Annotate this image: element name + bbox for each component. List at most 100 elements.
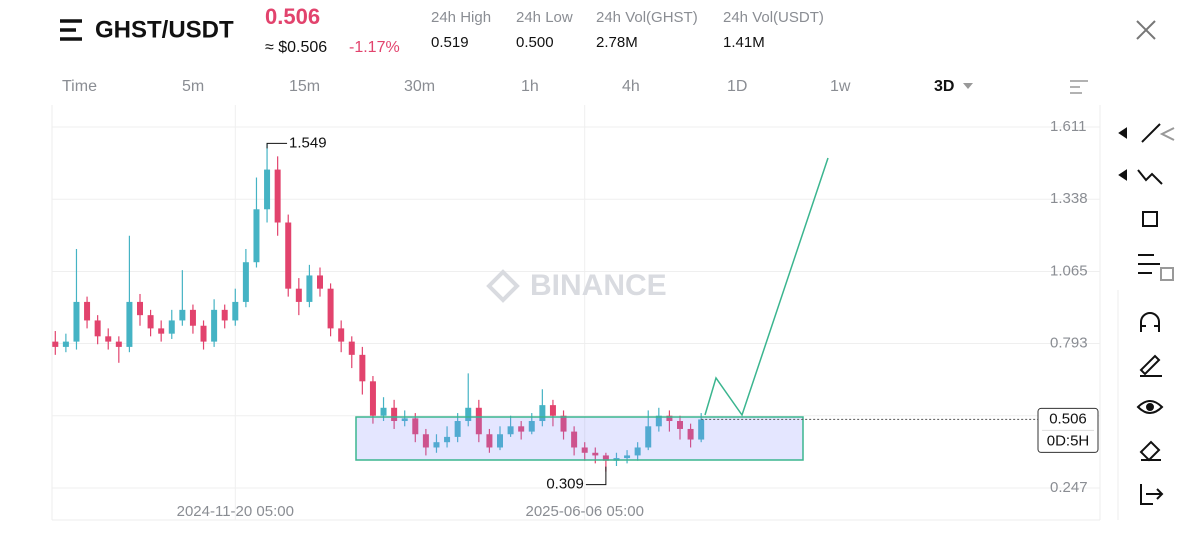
candle-body	[698, 419, 705, 440]
candle-body	[242, 262, 249, 302]
trend-line-tool[interactable]	[1141, 123, 1161, 143]
y-tick-label: 1.338	[1050, 190, 1088, 207]
candle-body	[645, 426, 652, 448]
dropdown-arrow	[963, 83, 973, 89]
low-marker-line	[585, 466, 607, 486]
candle-body	[137, 301, 143, 316]
candle-body	[115, 341, 122, 347]
stat-value: 1.41M	[723, 34, 765, 51]
visibility-pupil	[1146, 403, 1154, 411]
candle-body	[539, 405, 546, 422]
interval-tab[interactable]: 1w	[830, 78, 851, 95]
candle-body	[602, 455, 609, 461]
interval-tab[interactable]: 1h	[521, 78, 539, 95]
candle-body	[454, 421, 461, 437]
candle-body	[232, 301, 239, 321]
eraser-tool[interactable]	[1139, 440, 1161, 462]
pair[interactable]: GHST/USDT	[95, 16, 234, 43]
magnet-tool[interactable]	[1140, 312, 1160, 332]
candle-body	[285, 222, 292, 289]
close-stroke	[1136, 20, 1156, 40]
shape-tool[interactable]	[1142, 211, 1158, 227]
pencil-tool[interactable]	[1139, 354, 1162, 377]
candle-body	[369, 381, 376, 416]
countdown-label: 0D:5H	[1047, 432, 1090, 449]
stat-label: 24h Vol(GHST)	[596, 9, 698, 26]
candle-body	[486, 434, 493, 448]
interval-tab[interactable]: 3D	[934, 78, 954, 95]
candle-body	[306, 275, 313, 302]
y-tick-label: 1.065	[1050, 262, 1088, 279]
price: 0.506	[265, 4, 320, 29]
candle-body	[126, 301, 133, 347]
candle-body	[412, 418, 419, 435]
candle-body	[295, 288, 302, 302]
text-tool[interactable]	[1138, 254, 1160, 274]
candle-body	[497, 434, 503, 448]
candle-body	[391, 407, 398, 422]
x-tick-label: 2024-11-20 05:00	[177, 503, 294, 520]
low-marker-label: 0.309	[546, 476, 584, 493]
candle-body	[105, 336, 112, 342]
candle-body	[274, 169, 281, 223]
candle-body	[147, 315, 154, 329]
settings-icon[interactable]	[1070, 80, 1088, 94]
text-tool-box[interactable]	[1160, 267, 1174, 281]
candle-body	[465, 407, 472, 422]
stat-value: 2.78M	[596, 34, 638, 51]
high-marker-label: 1.549	[289, 134, 327, 151]
interval-tab[interactable]: 15m	[289, 78, 320, 95]
candle-body	[168, 320, 175, 334]
visibility-tool[interactable]	[1136, 400, 1164, 414]
drawing-toolbar	[1070, 80, 1175, 505]
candle-body	[571, 431, 578, 448]
candle-body	[359, 354, 366, 382]
menu-icon[interactable]	[60, 19, 82, 41]
stat-value: 0.500	[516, 34, 554, 51]
candle-body	[624, 455, 631, 459]
candle-body	[666, 415, 673, 422]
candle-body	[179, 309, 186, 321]
drawn-range-box[interactable]	[355, 416, 804, 461]
candle-body	[634, 447, 641, 456]
candle-body	[94, 320, 101, 337]
interval-tab[interactable]: 4h	[622, 78, 640, 95]
expand-arrow[interactable]	[1118, 169, 1127, 181]
candle-body	[433, 442, 440, 448]
candle-body	[73, 301, 80, 342]
candle-body	[560, 415, 567, 432]
stat-value: 0.519	[431, 34, 469, 51]
close-icon[interactable]	[1136, 20, 1156, 40]
candle-body	[52, 341, 59, 347]
plot	[52, 105, 1100, 520]
candle-body	[211, 309, 218, 342]
candle-body	[253, 209, 260, 263]
y-tick-label: 0.793	[1050, 334, 1088, 351]
candle-body	[444, 436, 451, 443]
candle-body	[422, 434, 429, 448]
candle-body	[592, 452, 599, 456]
candle-body	[327, 288, 334, 329]
last-price-label: 0.506	[1049, 410, 1087, 427]
candle-body	[518, 426, 525, 432]
drawn-projection-line[interactable]	[704, 157, 829, 417]
interval-tab[interactable]: 30m	[404, 78, 435, 95]
candle-body	[528, 421, 535, 432]
candle-body	[677, 421, 683, 429]
candle-body	[189, 309, 196, 326]
interval-tab[interactable]: Time	[62, 78, 97, 95]
stat-label: 24h Vol(USDT)	[723, 9, 824, 26]
interval-tab[interactable]: 5m	[182, 78, 204, 95]
fib-tool[interactable]	[1137, 169, 1163, 185]
candle-body	[549, 405, 556, 416]
exit-tool[interactable]	[1140, 484, 1164, 505]
trend-line-tool-alt[interactable]	[1159, 127, 1175, 141]
expand-arrow[interactable]	[1118, 127, 1127, 139]
candle-body	[158, 328, 165, 334]
candle-body	[655, 415, 662, 427]
interval-tab[interactable]: 1D	[727, 78, 747, 95]
candle-body	[507, 426, 514, 435]
candle-body	[475, 407, 482, 435]
candle-body	[401, 418, 408, 422]
